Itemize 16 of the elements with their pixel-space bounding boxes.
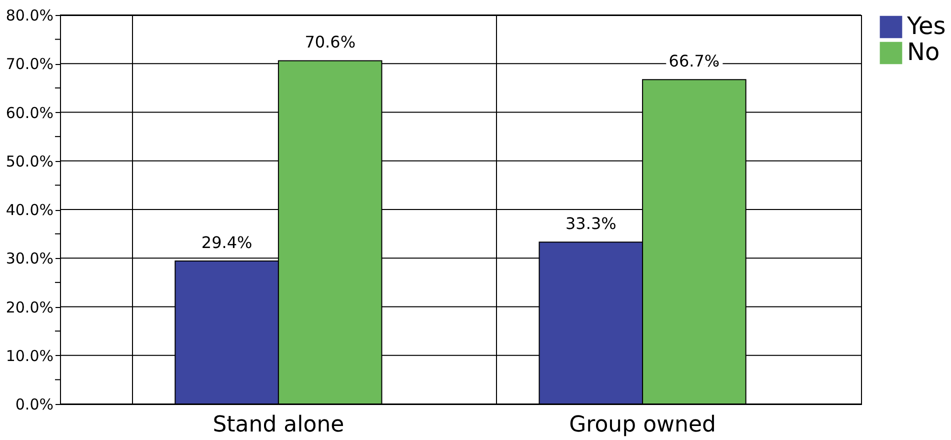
legend-label: No [907,38,940,66]
y-tick-label: 60.0% [6,104,54,122]
y-tick-label: 0.0% [15,396,54,414]
legend-label: Yes [906,12,946,40]
y-tick-label: 80.0% [6,6,54,24]
x-tick-label: Stand alone [212,412,344,438]
y-tick-label: 10.0% [6,346,54,365]
y-tick-label: 50.0% [6,152,54,170]
y-tick-label: 30.0% [6,250,54,268]
y-tick-label: 40.0% [6,201,54,219]
text: 33.3% [565,214,616,234]
y-tick-label: 20.0% [6,298,54,316]
x-tick-label: Group owned [569,412,716,438]
text: 70.6% [304,32,356,52]
text: 29.4% [201,233,252,252]
y-tick-label: 70.0% [6,55,54,74]
